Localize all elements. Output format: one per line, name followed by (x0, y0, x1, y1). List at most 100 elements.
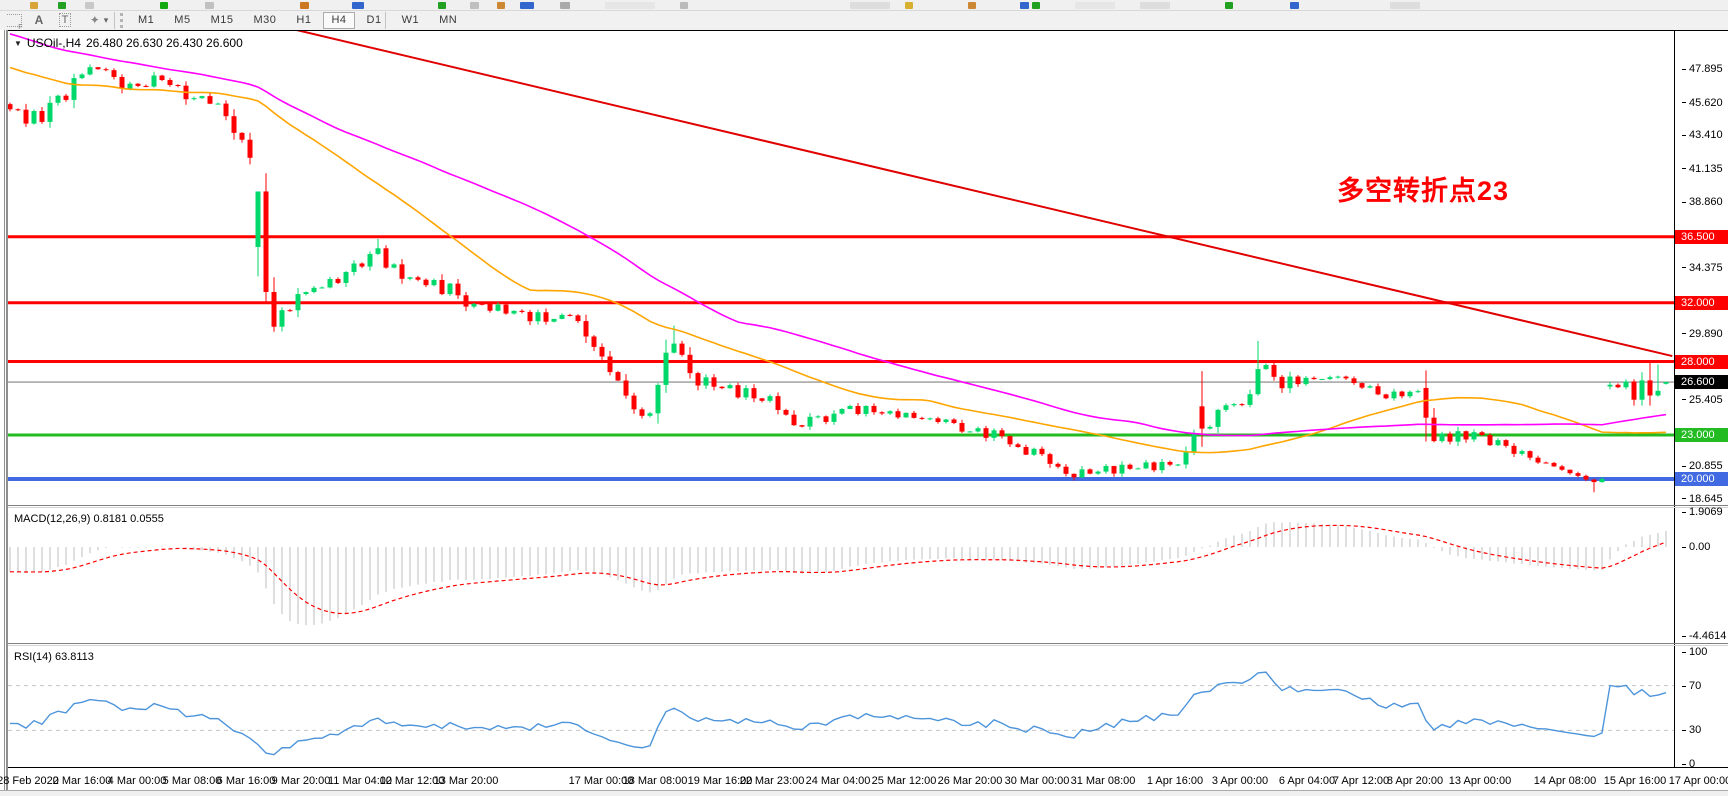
clipped-toolbar-fragment (1390, 2, 1420, 9)
price-badge-23.000: 23.000 (1675, 427, 1728, 442)
clipped-toolbar-fragment (1140, 2, 1170, 9)
clipped-toolbar-fragment (160, 2, 168, 9)
clipped-toolbar-fragment (1075, 2, 1115, 9)
time-axis-label: 5 Mar 08:00 (162, 775, 222, 787)
chart-ohlc-values: 26.480 26.630 26.430 26.600 (85, 36, 243, 50)
time-axis-label: 14 Apr 08:00 (1533, 775, 1597, 787)
clipped-toolbar-fragment (520, 2, 534, 9)
timeframe-button-MN[interactable]: MN (439, 14, 458, 26)
text-box-icon[interactable]: T (56, 12, 74, 28)
clipped-toolbar-fragment (30, 2, 38, 9)
clipped-toolbar-fragment (85, 2, 94, 9)
ma-slow-magenta (9, 33, 1667, 437)
price-tick-label: 38.860 (1682, 196, 1723, 208)
macd-pane[interactable] (9, 522, 1667, 626)
macd-signal-line (9, 524, 1667, 615)
timeframe-button-H4[interactable]: H4 (323, 12, 355, 29)
clipped-toolbar-fragment (497, 2, 505, 9)
toolbar-drag-handle[interactable] (120, 13, 127, 28)
time-axis-label: 18 Mar 08:00 (622, 775, 688, 787)
rsi-tick-label: 0 (1682, 758, 1695, 770)
text-annotation[interactable]: 多空转折点23 (1337, 176, 1510, 206)
clipped-toolbar-fragment (1032, 2, 1040, 9)
time-axis-label: 22 Mar 23:00 (739, 775, 805, 787)
timeframe-button-H1[interactable]: H1 (296, 14, 312, 26)
price-tick-label: 34.375 (1682, 262, 1723, 274)
chart-left-edge (0, 30, 8, 796)
price-tick-label: 43.410 (1682, 129, 1723, 141)
clipped-toolbar-fragment (680, 2, 688, 9)
clipped-toolbar-fragment (605, 2, 655, 9)
timeframe-button-M15[interactable]: M15 (210, 14, 234, 26)
price-badge-32.000: 32.000 (1675, 295, 1728, 310)
rsi-pane[interactable] (8, 671, 1674, 756)
time-axis-label: 17 Apr 00:00 (1668, 775, 1728, 787)
letter-a-icon[interactable]: A (34, 13, 44, 27)
price-badge-20.000: 20.000 (1675, 472, 1728, 486)
clipped-toolbar-fragment (850, 2, 890, 9)
toolbar-separator (114, 12, 115, 29)
time-axis-label: 17 Mar 00:00 (568, 775, 634, 787)
rsi-line (9, 671, 1667, 756)
time-axis-label: 6 Apr 04:00 (1278, 775, 1336, 787)
candles[interactable] (8, 64, 1669, 493)
cursor-dropdown-icon[interactable]: ✦ ▾ (89, 13, 109, 27)
chart-symbol-period: USOil-,H4 (26, 36, 81, 50)
clipped-toolbar-fragment (470, 2, 479, 9)
timeframe-button-W1[interactable]: W1 (401, 14, 420, 26)
descending-trendline[interactable] (296, 30, 1673, 358)
price-tick-label: 25.405 (1682, 394, 1723, 406)
timeframe-button-M1[interactable]: M1 (138, 14, 155, 26)
price-tick-label: 41.135 (1682, 163, 1723, 175)
macd-tick-label: -4.4614 (1682, 630, 1726, 642)
clipped-toolbar-fragment (205, 2, 214, 9)
chart-dropdown-icon[interactable]: ▼ (14, 38, 22, 48)
timeframe-button-D1[interactable]: D1 (366, 14, 382, 26)
time-axis-label: 31 Mar 08:00 (1070, 775, 1136, 787)
time-axis-label: 19 Mar 16:00 (687, 775, 753, 787)
time-axis-label: 3 Apr 00:00 (1211, 775, 1269, 787)
chart-window[interactable]: ▼ USOil-,H4 26.480 26.630 26.430 26.600 … (0, 30, 1728, 796)
clipped-toolbar-fragment (300, 2, 309, 9)
clipped-toolbar-fragment (352, 2, 364, 9)
timeframe-bar: M1 M5 M15 M30 H1 H4 D1 W1 MN (128, 11, 467, 30)
chart-frame (8, 30, 1728, 768)
clipped-toolbar-fragment (968, 2, 976, 9)
price-tick-label: 18.645 (1682, 493, 1723, 505)
time-axis-label: 25 Mar 12:00 (871, 775, 937, 787)
time-axis-label: 9 Mar 20:00 (271, 775, 331, 787)
toolbar: A T ✦▾ M1 M5 M15 M30 H1 H4 D1 W1 MN (0, 11, 1728, 31)
macd-tick-label: 1.9069 (1682, 506, 1723, 518)
horizontal-level-lines[interactable] (8, 235, 1674, 482)
rsi-tick-label: 100 (1682, 646, 1707, 658)
macd-tick-label: 0.00 (1682, 541, 1710, 553)
time-axis-label: 2 Mar 16:00 (52, 775, 112, 787)
price-badge-28.000: 28.000 (1675, 354, 1728, 369)
timeframe-button-M5[interactable]: M5 (174, 14, 191, 26)
time-axis-label: 13 Apr 00:00 (1448, 775, 1512, 787)
clipped-toolbar-fragment (560, 2, 570, 9)
time-axis-label: 4 Mar 00:00 (107, 775, 167, 787)
status-strip (0, 790, 1728, 796)
time-axis-label: 11 Mar 04:00 (327, 775, 393, 787)
main-pane[interactable] (8, 30, 1675, 493)
timeframe-button-M30[interactable]: M30 (253, 14, 277, 26)
clipped-toolbar-fragment (1020, 2, 1029, 9)
rsi-tick-label: 30 (1682, 724, 1701, 736)
time-axis-label: 13 Mar 20:00 (433, 775, 499, 787)
time-axis-label: 28 Feb 2020 (0, 775, 59, 787)
clipped-toolbar-fragment (905, 2, 913, 9)
ma-fast-orange (9, 66, 1667, 454)
time-axis-label: 30 Mar 00:00 (1004, 775, 1070, 787)
time-axis-label: 15 Apr 16:00 (1603, 775, 1667, 787)
rsi-tick-label: 70 (1682, 680, 1701, 692)
grid-f-icon[interactable] (6, 12, 23, 31)
chart-title: ▼ USOil-,H4 26.480 26.630 26.430 26.600 (14, 36, 243, 50)
time-axis-label: 1 Apr 16:00 (1146, 775, 1204, 787)
time-axis-label: 24 Mar 04:00 (805, 775, 871, 787)
chart-plot[interactable] (0, 30, 1728, 796)
price-badge-26.600: 26.600 (1675, 375, 1728, 390)
macd-histogram (9, 522, 1667, 626)
clipped-toolbar-fragment (438, 2, 446, 9)
price-tick-label: 45.620 (1682, 97, 1723, 109)
